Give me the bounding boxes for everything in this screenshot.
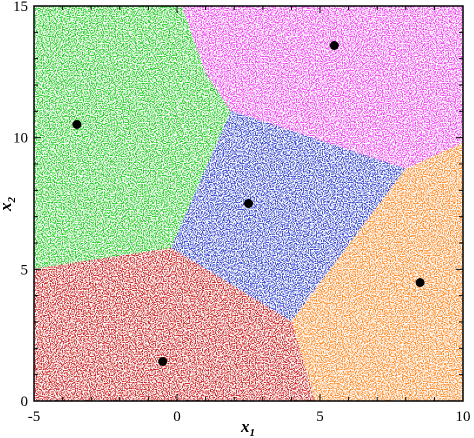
- y-tick-label: 5: [21, 262, 29, 278]
- y-tick-label: 10: [13, 131, 28, 147]
- center-point-2: [329, 41, 339, 50]
- y-tick-label: 0: [21, 394, 29, 410]
- x-axis-label: x1: [240, 417, 255, 438]
- plot-frame: [33, 5, 464, 402]
- x-tick-label: -5: [28, 409, 41, 425]
- x-tick-label: 5: [316, 409, 324, 425]
- center-point-4: [415, 278, 425, 287]
- center-points: [72, 41, 425, 366]
- center-point-5: [158, 357, 168, 366]
- y-tick-label: 15: [13, 0, 28, 15]
- center-point-3: [244, 199, 253, 208]
- center-point-1: [72, 120, 82, 129]
- y-axis-label: x2: [0, 197, 18, 213]
- x-tick-label: 0: [173, 409, 181, 425]
- x-tick-label: 10: [456, 409, 471, 425]
- axis-ticks: [33, 5, 464, 402]
